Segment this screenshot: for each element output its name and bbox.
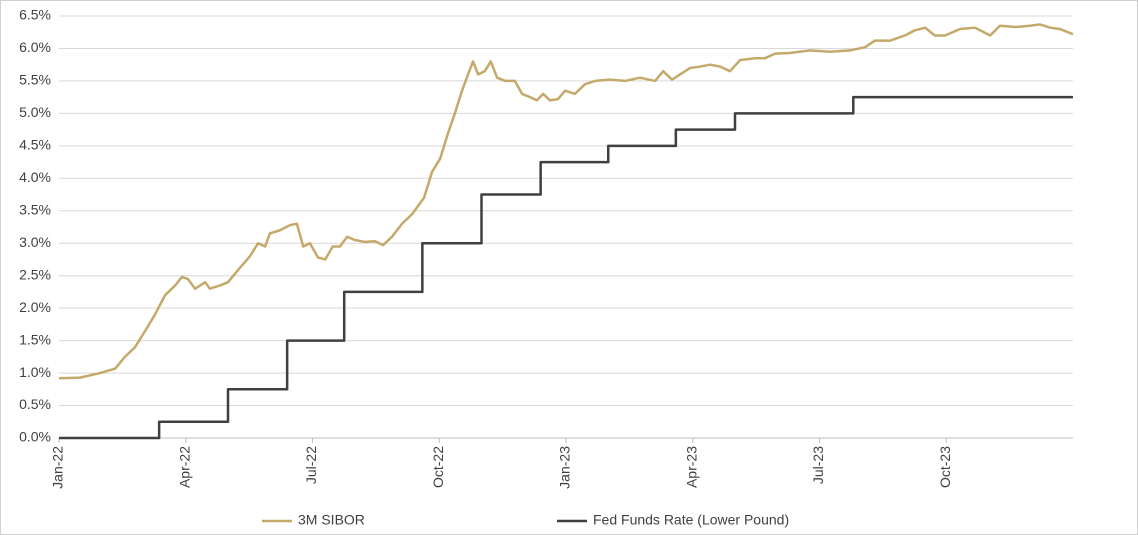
line-series — [59, 95, 1073, 440]
x-tick-label: Oct-22 — [430, 446, 446, 488]
y-tick-label: 3.0% — [19, 234, 51, 250]
y-tick-label: 6.0% — [19, 39, 51, 55]
x-tick-label: Jan-22 — [50, 446, 66, 489]
legend-label: 3M SIBOR — [298, 512, 365, 528]
y-tick-label: 3.5% — [19, 201, 51, 217]
legend-label: Fed Funds Rate (Lower Pound) — [593, 512, 789, 528]
x-tick-label: Jul-22 — [303, 446, 319, 484]
x-tick-label: Apr-23 — [683, 446, 699, 488]
x-tick-label: Jan-23 — [557, 446, 573, 489]
y-tick-label: 1.0% — [19, 364, 51, 380]
y-tick-label: 0.5% — [19, 396, 51, 412]
y-tick-label: 6.5% — [19, 7, 51, 23]
y-tick-label: 2.5% — [19, 266, 51, 282]
y-tick-label: 1.5% — [19, 331, 51, 347]
x-tick-label: Jul-23 — [810, 446, 826, 484]
y-tick-label: 5.5% — [19, 72, 51, 88]
y-tick-label: 4.0% — [19, 169, 51, 185]
y-tick-label: 0.0% — [19, 429, 51, 445]
x-tick-label: Apr-22 — [176, 446, 192, 488]
x-tick-label: Oct-23 — [937, 446, 953, 488]
y-tick-label: 5.0% — [19, 104, 51, 120]
line-series — [58, 23, 1074, 380]
y-tick-label: 4.5% — [19, 137, 51, 153]
y-tick-label: 2.0% — [19, 299, 51, 315]
